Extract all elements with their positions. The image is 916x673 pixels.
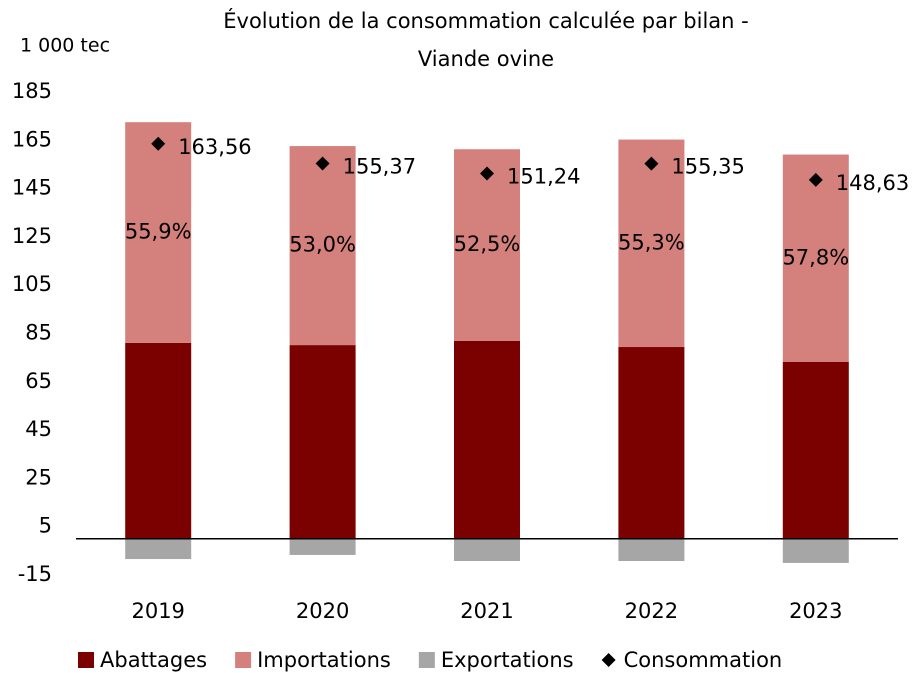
y-tick-label: 25 xyxy=(25,465,52,489)
x-tick-label: 2021 xyxy=(460,599,513,623)
y-tick-label: 125 xyxy=(12,224,52,248)
bar-segment xyxy=(454,538,520,561)
consumption-marker xyxy=(315,156,330,171)
x-tick-label: 2023 xyxy=(789,599,842,623)
share-label: 52,5% xyxy=(454,232,521,256)
data-label: 155,37 xyxy=(343,155,416,179)
y-tick-label: 85 xyxy=(25,321,52,345)
legend-label: Consommation xyxy=(624,648,783,672)
data-label: 155,35 xyxy=(671,155,744,179)
x-tick-label: 2020 xyxy=(296,599,349,623)
share-label: 55,3% xyxy=(618,230,685,254)
bar-segment xyxy=(618,139,685,348)
bar-segment xyxy=(782,538,849,563)
y-tick-label: 185 xyxy=(12,79,52,103)
legend-swatch xyxy=(235,652,252,668)
legend-label: Abattages xyxy=(100,648,207,672)
y-tick-label: 5 xyxy=(39,514,52,538)
bar-segment xyxy=(782,361,849,539)
chart-title: Viande ovine xyxy=(418,47,554,71)
bar-segment xyxy=(289,146,356,346)
consumption-marker xyxy=(151,136,166,151)
bar-segment xyxy=(454,149,520,341)
y-tick-label: 105 xyxy=(12,272,52,296)
legend-swatch xyxy=(601,653,616,667)
bar-segment xyxy=(125,122,192,343)
bar-segment xyxy=(125,342,192,539)
share-label: 53,0% xyxy=(289,233,356,257)
y-tick-label: 45 xyxy=(25,417,52,441)
y-tick-label: 65 xyxy=(25,369,52,393)
x-tick-label: 2022 xyxy=(625,599,678,623)
share-label: 55,9% xyxy=(125,220,192,244)
bar-segment xyxy=(782,154,849,362)
y-axis-label: 1 000 tec xyxy=(20,35,110,57)
y-tick-label: -15 xyxy=(18,562,52,586)
share-label: 57,8% xyxy=(782,245,849,269)
bar-segment xyxy=(618,347,685,539)
consumption-marker xyxy=(644,156,659,171)
y-tick-label: 145 xyxy=(12,176,52,200)
bar-segment xyxy=(618,538,685,561)
bar-segment xyxy=(289,538,356,555)
data-label: 151,24 xyxy=(507,165,580,189)
consumption-marker xyxy=(480,166,494,181)
legend-label: Exportations xyxy=(441,648,574,672)
bar-segment xyxy=(125,538,192,560)
legend-swatch xyxy=(418,652,435,668)
y-tick-label: 165 xyxy=(12,127,52,151)
data-label: 163,56 xyxy=(178,135,251,159)
chart-title: Évolution de la consommation calculée pa… xyxy=(223,8,748,33)
data-label: 148,63 xyxy=(836,171,909,195)
x-tick-label: 2019 xyxy=(131,599,184,623)
bar-segment xyxy=(289,345,356,539)
legend-label: Importations xyxy=(257,648,391,672)
consumption-marker xyxy=(808,172,823,187)
bar-segment xyxy=(454,340,520,539)
legend-swatch xyxy=(78,652,94,668)
